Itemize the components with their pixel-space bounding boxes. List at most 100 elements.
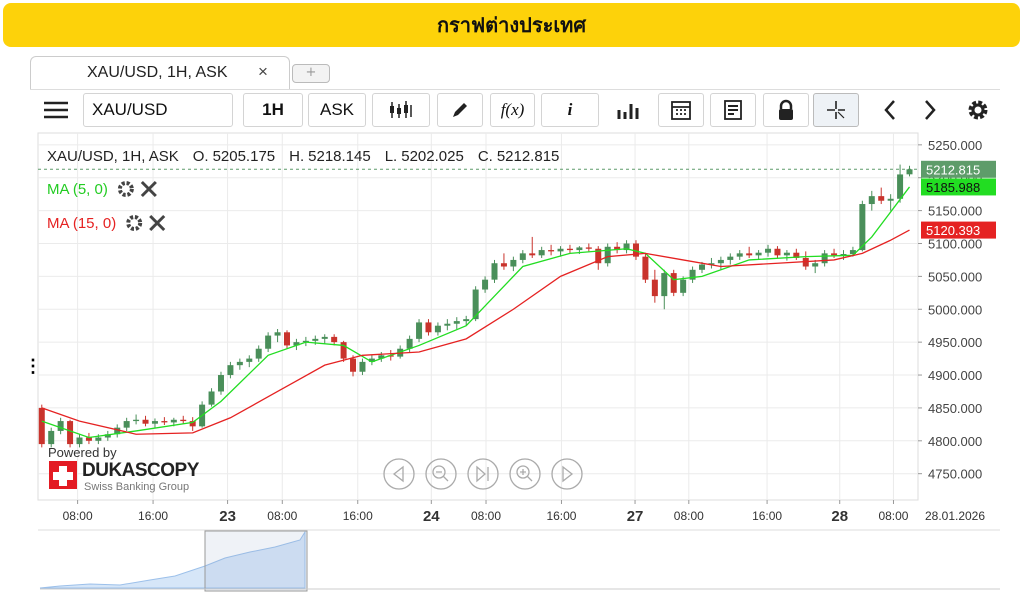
navigator bbox=[39, 530, 1000, 592]
candle-body bbox=[812, 263, 819, 267]
side-select[interactable]: ASK bbox=[308, 93, 366, 127]
candle-body bbox=[255, 348, 262, 359]
prev-icon bbox=[884, 100, 895, 120]
legend-title: XAU/USD, 1H, ASK bbox=[47, 148, 179, 165]
candle-body bbox=[57, 421, 64, 431]
report-button[interactable] bbox=[710, 93, 756, 127]
candle-body bbox=[519, 253, 526, 260]
candle-body bbox=[104, 434, 111, 438]
info-button[interactable]: i bbox=[541, 93, 599, 127]
candle-body bbox=[491, 263, 498, 280]
tab-close[interactable]: × bbox=[258, 62, 268, 81]
gear-icon bbox=[968, 100, 988, 120]
candle-body bbox=[425, 322, 432, 333]
price-badge-label: 5212.815 bbox=[926, 162, 980, 177]
candle-body bbox=[604, 246, 611, 264]
calendar-icon bbox=[671, 101, 691, 120]
price-badge-label: 5120.393 bbox=[926, 223, 980, 238]
powered-by: Powered by bbox=[48, 445, 117, 460]
candle-body bbox=[765, 248, 772, 253]
candle-body bbox=[510, 259, 517, 267]
legend-settings[interactable] bbox=[117, 181, 134, 197]
legend-remove bbox=[149, 214, 166, 232]
candle-body bbox=[76, 437, 83, 445]
candle-body bbox=[614, 246, 621, 251]
function-button[interactable]: f(x) bbox=[490, 93, 535, 127]
candle-body bbox=[133, 419, 140, 422]
candle-body bbox=[548, 250, 555, 252]
candle-body bbox=[406, 338, 413, 349]
y-tick-label: 4950.000 bbox=[928, 335, 982, 350]
bars-button[interactable] bbox=[605, 93, 651, 127]
candle-body bbox=[566, 248, 573, 251]
candles-icon bbox=[390, 101, 412, 118]
price-badge bbox=[921, 221, 996, 239]
x-tick-label: 23 bbox=[219, 508, 236, 525]
candle-body bbox=[897, 174, 904, 199]
chart-tab[interactable]: XAU/USD, 1H, ASK × bbox=[30, 56, 290, 89]
candle-body bbox=[95, 437, 102, 441]
next-button[interactable] bbox=[910, 93, 950, 127]
candle-body bbox=[595, 248, 602, 264]
candle-body bbox=[802, 257, 809, 267]
legend-entry: MA (15, 0) bbox=[47, 215, 116, 232]
menu-icon bbox=[44, 101, 68, 119]
x-tick-label: 08:00 bbox=[674, 509, 704, 523]
navigator-window[interactable] bbox=[204, 530, 308, 592]
tab-label[interactable]: XAU/USD, 1H, ASK bbox=[87, 64, 228, 81]
bars-icon bbox=[617, 104, 639, 119]
y-tick-label: 5000.000 bbox=[928, 302, 982, 317]
x-tick-label: 08:00 bbox=[63, 509, 93, 523]
candle-body bbox=[312, 338, 319, 341]
candle-body bbox=[67, 421, 74, 445]
period-select[interactable]: 1H bbox=[243, 93, 303, 127]
candle-body bbox=[189, 421, 196, 427]
candle-body bbox=[849, 250, 856, 255]
prev-button[interactable] bbox=[870, 93, 910, 127]
candle-body bbox=[227, 365, 234, 376]
y-tick-label: 5250.000 bbox=[928, 138, 982, 153]
candle-body bbox=[746, 253, 753, 256]
draw-button[interactable] bbox=[437, 93, 483, 127]
menu-button[interactable] bbox=[34, 93, 78, 127]
calendar-button[interactable] bbox=[658, 93, 704, 127]
ohlc-label: L. bbox=[385, 148, 398, 165]
candle-body bbox=[651, 279, 658, 297]
crosshair-button[interactable] bbox=[813, 93, 859, 127]
symbol-select[interactable]: XAU/USD bbox=[83, 93, 233, 127]
lock-button[interactable] bbox=[763, 93, 809, 127]
candle-body bbox=[859, 204, 866, 251]
scroll-left[interactable] bbox=[383, 458, 415, 490]
x-tick-label: 16:00 bbox=[343, 509, 373, 523]
settings-button[interactable] bbox=[958, 93, 998, 127]
reset-view[interactable] bbox=[467, 458, 499, 490]
toolbar: XAU/USD 1H ASK f(x) i bbox=[30, 89, 1000, 131]
ohlc-value: 5212.815 bbox=[497, 148, 560, 165]
crosshair-icon bbox=[827, 101, 845, 119]
price-badge-label: 5185.988 bbox=[926, 180, 980, 195]
candle-body bbox=[170, 419, 177, 423]
candle-body bbox=[208, 391, 215, 405]
banner-title: กราฟต่างประเทศ bbox=[3, 3, 1020, 47]
candle-body bbox=[48, 430, 55, 445]
legend-settings[interactable] bbox=[126, 215, 143, 231]
next-icon bbox=[925, 100, 936, 120]
ma-line bbox=[41, 229, 910, 435]
chart-type-button[interactable] bbox=[372, 93, 430, 127]
candle-body bbox=[123, 421, 130, 428]
add-tab[interactable]: + bbox=[292, 64, 330, 83]
zoom-in[interactable] bbox=[509, 458, 541, 490]
candle-body bbox=[472, 289, 479, 320]
y-tick-label: 4800.000 bbox=[928, 434, 982, 449]
ohlc-value: 5202.025 bbox=[401, 148, 464, 165]
candle-body bbox=[840, 254, 847, 256]
resize-handle[interactable]: ⋮ bbox=[24, 356, 42, 376]
scroll-right[interactable] bbox=[551, 458, 583, 490]
candle-body bbox=[434, 325, 441, 333]
candle-body bbox=[576, 247, 583, 251]
zoom-out[interactable] bbox=[425, 458, 457, 490]
y-tick-label: 4850.000 bbox=[928, 401, 982, 416]
report-icon bbox=[724, 100, 742, 120]
pencil-icon bbox=[453, 103, 467, 117]
